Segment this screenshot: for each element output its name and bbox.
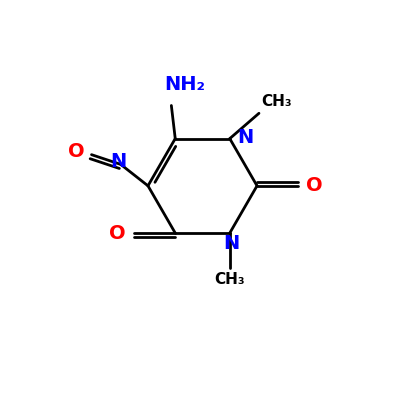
- Text: N: N: [237, 128, 253, 147]
- Text: CH₃: CH₃: [215, 272, 245, 287]
- Text: O: O: [109, 224, 126, 243]
- Text: N: N: [111, 152, 127, 171]
- Text: O: O: [307, 176, 323, 195]
- Text: NH₂: NH₂: [164, 75, 205, 94]
- Text: CH₃: CH₃: [261, 94, 292, 109]
- Text: O: O: [68, 142, 85, 161]
- Text: N: N: [224, 234, 240, 253]
